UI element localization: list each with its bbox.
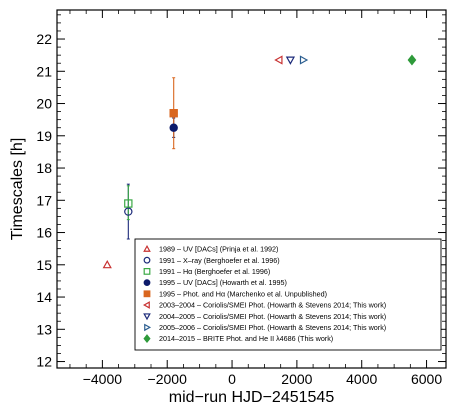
plot-frame [56, 9, 447, 369]
x-tick-label: 4000 [346, 371, 377, 387]
y-tick-label: 17 [36, 192, 52, 208]
y-tick-label: 20 [36, 96, 52, 112]
x-tick-label: 6000 [411, 371, 442, 387]
legend-marker-9 [143, 334, 151, 344]
legend-marker-5 [143, 290, 151, 298]
legend-marker-2 [143, 256, 151, 264]
y-tick-label: 22 [36, 31, 52, 47]
legend-label-8: 2005–2006 – Coriolis/SMEI Phot. (Howarth… [159, 323, 386, 332]
y-tick-label: 13 [36, 321, 52, 337]
x-tick-label: −2000 [148, 371, 188, 387]
legend-label-5: 1995 – Phot. and Hα (Marchenko et al. Un… [159, 289, 327, 298]
data-point-series-5 [169, 109, 178, 118]
y-tick-label: 18 [36, 160, 52, 176]
legend-marker-4 [143, 279, 151, 287]
legend-marker-6 [142, 301, 150, 309]
legend-marker-8 [144, 323, 152, 332]
legend-label-3: 1991 – Hα (Berghoefer et al. 1996) [159, 267, 270, 276]
x-tick-label: 2000 [281, 371, 312, 387]
y-tick-label: 19 [36, 128, 52, 144]
y-tick-label: 12 [36, 354, 52, 370]
legend-label-7: 2004–2005 – Coriolis/SMEI Phot. (Howarth… [159, 312, 386, 321]
legend-label-2: 1991 – X–ray (Berghoefer et al. 1996) [159, 256, 280, 265]
x-tick-label: 0 [228, 371, 236, 387]
legend-marker-7 [143, 313, 151, 321]
x-tick-label: −4000 [83, 371, 123, 387]
data-point-series-3 [124, 199, 133, 208]
data-point-series-9 [407, 54, 417, 66]
legend-label-4: 1995 – UV [DACs] (Howarth et al. 1995) [159, 278, 287, 287]
legend-marker-3 [143, 268, 151, 275]
legend-box [134, 238, 442, 351]
data-point-series-7 [285, 56, 296, 65]
y-tick-label: 21 [36, 63, 52, 79]
data-point-series-8 [299, 55, 309, 65]
y-axis-label: Timescales [h] [9, 138, 26, 241]
data-point-series-4 [169, 123, 178, 132]
y-tick-label: 15 [36, 257, 52, 273]
legend-marker-1 [143, 244, 151, 252]
legend-label-9: 2014–2015 – BRITE Phot. and He II λ4686 … [159, 334, 333, 343]
data-point-series-6 [274, 55, 283, 65]
x-axis-label: mid−run HJD−2451545 [169, 389, 335, 406]
data-point-series-2 [124, 207, 133, 216]
data-point-series-1 [102, 259, 112, 269]
legend-label-1: 1989 – UV [DACs] (Prinja et al. 1992) [159, 245, 278, 254]
y-tick-label: 14 [36, 289, 52, 305]
y-tick-label: 16 [36, 225, 52, 241]
legend-label-6: 2003–2004 – Coriolis/SMEI Phot. (Howarth… [159, 301, 386, 310]
